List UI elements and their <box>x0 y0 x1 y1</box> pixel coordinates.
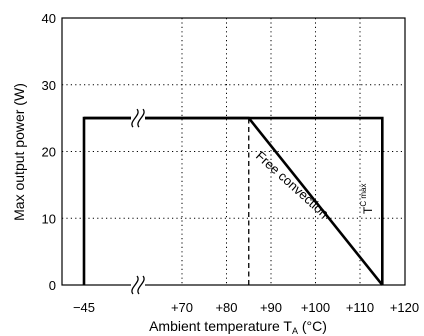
series-group <box>82 116 384 286</box>
axis-break-mark <box>137 108 145 128</box>
grid <box>62 18 405 285</box>
x-tick-label: +100 <box>301 300 330 315</box>
x-tick-labels: −45 +70 +80 +90 +100 +110 +120 <box>73 300 419 315</box>
series-line-tc-max <box>84 116 384 285</box>
x-axis-label-main: Ambient temperature T <box>149 318 292 334</box>
axis-break-mark <box>137 275 145 295</box>
annotation-tc-max: TC max <box>359 184 375 214</box>
x-tick-label: +120 <box>390 300 419 315</box>
y-tick-labels: 0 10 20 30 40 <box>42 11 56 293</box>
plot-frame <box>61 17 406 286</box>
y-tick-label: 30 <box>42 78 56 93</box>
tc-max-main: T <box>361 206 375 214</box>
x-tick-label: +90 <box>260 300 282 315</box>
x-axis-label: Ambient temperature TA (°C) <box>149 318 327 336</box>
axis-break-mark <box>131 108 139 128</box>
y-axis-label: Max output power (W) <box>11 83 27 221</box>
x-axis-label-sub: A <box>292 326 298 336</box>
axis-break-gap <box>131 281 145 289</box>
annotation-free-convection: Free convection <box>253 148 332 221</box>
x-axis-label-unit: (°C) <box>298 318 327 334</box>
y-tick-label: 10 <box>42 211 56 226</box>
y-tick-label: 40 <box>42 11 56 26</box>
axis-break-mark <box>131 275 139 295</box>
tc-max-sub: C max <box>359 184 368 207</box>
x-tick-label: +110 <box>346 300 374 315</box>
x-tick-label: +70 <box>171 300 193 315</box>
x-tick-label: +80 <box>215 300 237 315</box>
y-tick-label: 0 <box>49 278 56 293</box>
series-line-free-convection <box>82 116 384 286</box>
axis-break-marks <box>131 108 145 295</box>
axis-break-gap <box>131 114 145 123</box>
y-tick-label: 20 <box>42 145 56 160</box>
x-tick-label: −45 <box>73 300 95 315</box>
